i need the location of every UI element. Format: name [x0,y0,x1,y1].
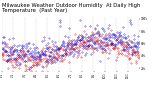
Text: Milwaukee Weather Outdoor Humidity  At Daily High  Temperature  (Past Year): Milwaukee Weather Outdoor Humidity At Da… [2,3,142,13]
